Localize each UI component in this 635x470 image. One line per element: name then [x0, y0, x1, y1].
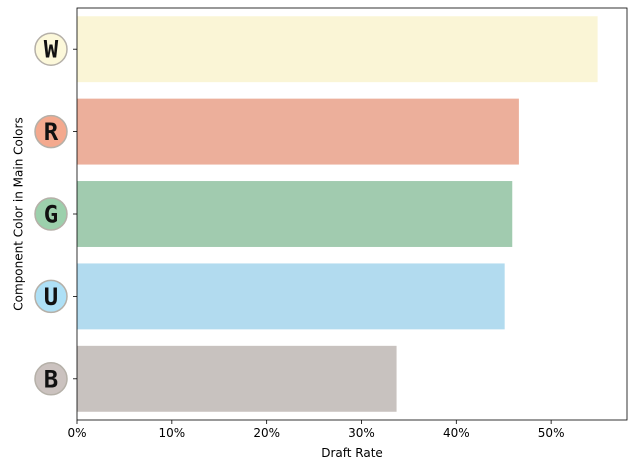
badge-circle — [34, 197, 68, 231]
y-tick-label: B — [44, 365, 58, 393]
x-tick-label: 40% — [443, 426, 470, 440]
x-axis-label: Draft Rate — [321, 446, 383, 460]
bar-w — [77, 16, 598, 83]
badge-r: R — [34, 114, 68, 149]
y-tick-label: G — [44, 201, 58, 229]
y-tick-label: U — [44, 283, 58, 311]
bars-group — [77, 16, 598, 412]
badge-w: W — [34, 32, 68, 66]
x-tick-label: 20% — [253, 426, 280, 440]
x-ticks: 0% 10% 20% 30% 40% 50% — [67, 420, 564, 440]
x-tick-label: 10% — [158, 426, 185, 440]
badge-circle — [34, 114, 68, 149]
x-tick-label: 50% — [538, 426, 565, 440]
y-ticks — [73, 48, 77, 380]
bar-u — [77, 263, 505, 330]
plot-frame — [76, 7, 628, 421]
category-badges: W R G U B — [34, 32, 68, 396]
bar-r — [77, 98, 519, 165]
badge-b: B — [34, 362, 68, 396]
badge-u: U — [34, 279, 68, 314]
badge-circle — [34, 279, 68, 314]
badge-circle — [34, 362, 68, 396]
y-tick-label: R — [44, 118, 59, 146]
y-axis-label: Component Color in Main Colors — [12, 117, 26, 310]
badge-circle — [34, 32, 68, 66]
bar-g — [77, 181, 513, 247]
badge-g: G — [34, 197, 68, 231]
bar-b — [77, 345, 397, 412]
y-tick-label: W — [44, 36, 59, 64]
x-tick-label: 30% — [348, 426, 375, 440]
x-tick-label: 0% — [67, 426, 86, 440]
